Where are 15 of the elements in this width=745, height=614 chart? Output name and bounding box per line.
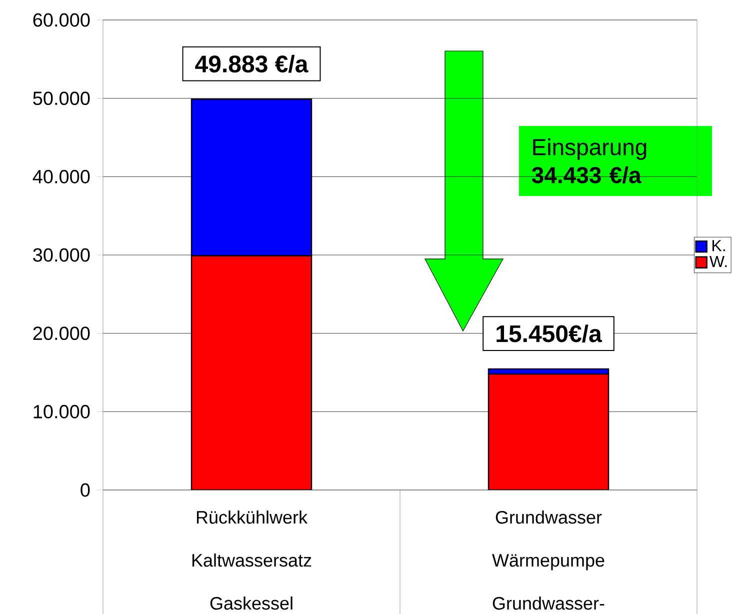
legend-label: W. (710, 256, 727, 267)
y-tick-label: 10.000 (34, 404, 90, 418)
y-tick-label: 20.000 (33, 326, 90, 340)
bar (488, 373, 610, 490)
y-tick-label: 40.000 (32, 170, 90, 184)
y-tick-label: 50.000 (33, 92, 90, 106)
y-tick-label: 30.000 (33, 248, 90, 262)
y-tick-label: 60.000 (33, 13, 90, 27)
total-label: 15.450€/a (496, 324, 602, 342)
bar (190, 255, 312, 490)
y-tick-label: 0 (80, 483, 90, 497)
legend-label: K. (712, 240, 725, 252)
total-label: 49.883 €/a (195, 54, 308, 73)
category-label: Rückkühlwerk Kaltwassersatz Gaskessel (192, 510, 312, 610)
category-label: Grundwasser Wärmepumpe Grundwasser- (492, 510, 604, 610)
